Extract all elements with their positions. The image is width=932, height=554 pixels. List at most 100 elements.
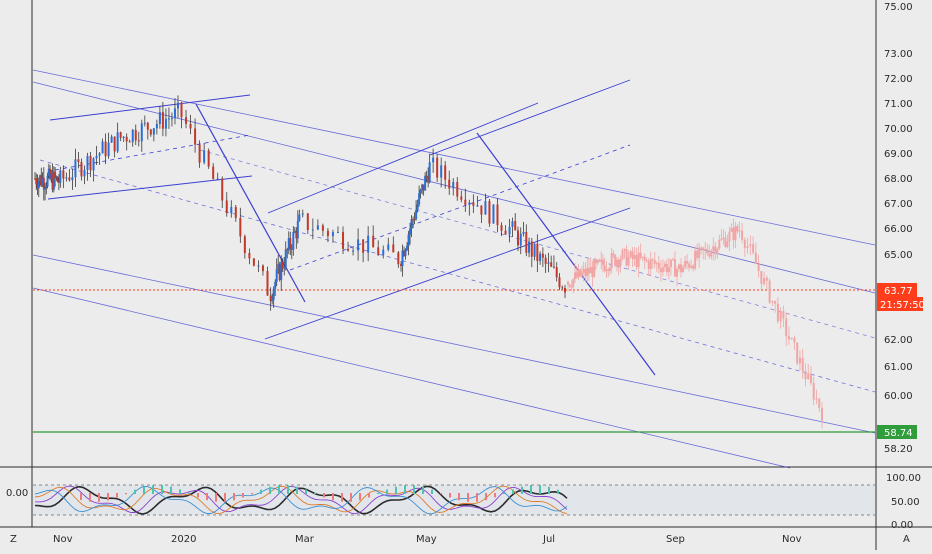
auto-scale-button[interactable]: A <box>903 534 910 545</box>
oscillator-histogram-bar <box>278 485 280 494</box>
oscillator-histogram-bar <box>269 486 271 494</box>
candle-body <box>522 231 525 234</box>
projected-candle-body <box>702 247 705 251</box>
candle-body <box>561 287 564 289</box>
projected-candle-body <box>712 246 715 251</box>
candle-body <box>57 181 60 183</box>
oscillator-histogram-bar <box>242 493 244 498</box>
drop-line-jan[interactable] <box>195 103 306 303</box>
candle-body <box>80 162 83 177</box>
rising-channel-upper[interactable] <box>267 102 539 214</box>
candle-body <box>362 239 365 253</box>
candle-body <box>271 299 274 302</box>
oscillator-histogram-bar <box>386 489 388 494</box>
candle-body <box>51 173 54 190</box>
candle-body <box>306 213 309 231</box>
projected-candle-body <box>582 269 585 273</box>
rising-channel-lower[interactable] <box>264 207 631 340</box>
oscillator-histogram-bar <box>413 485 415 494</box>
projected-candle-body <box>728 231 731 242</box>
projected-candle-body <box>639 252 642 258</box>
price-axis[interactable]: 75.00 73.00 72.00 71.00 70.00 69.00 68.0… <box>884 2 913 455</box>
projected-candle-body <box>591 267 594 277</box>
projected-candle-body <box>768 280 771 303</box>
oscillator-histogram-bar <box>287 485 289 494</box>
candle-body <box>367 235 370 253</box>
oscillator-histogram-bar <box>233 493 235 501</box>
oscillator-histogram-bar <box>80 493 82 501</box>
candle-body <box>464 199 467 205</box>
projected-candle-body <box>600 259 603 262</box>
time-tick: Sep <box>666 534 685 545</box>
candle-body <box>42 177 45 190</box>
oscillator-line <box>34 485 568 515</box>
projected-candle-body <box>663 263 666 268</box>
candle-body <box>406 245 409 250</box>
projected-candle-body <box>573 272 576 279</box>
projected-candle-body <box>686 261 689 264</box>
projected-candle-body <box>682 267 685 273</box>
candle-body <box>404 249 407 256</box>
oscillator-histogram-bar <box>485 493 487 501</box>
candle-body <box>392 244 395 253</box>
candle-body <box>225 200 228 214</box>
oscillator-histogram-bar <box>197 493 199 498</box>
wedge-upper[interactable] <box>49 94 251 121</box>
time-axis[interactable]: Nov 2020 Mar May Jul Sep Nov <box>53 534 802 545</box>
projected-candle-body <box>684 261 687 268</box>
wedge-lower[interactable] <box>47 175 253 200</box>
oscillator-histogram-bar <box>530 485 532 494</box>
support-badge: 58.74 <box>877 425 917 439</box>
pitchfork-median-dashed[interactable] <box>39 159 876 393</box>
time-tick: Nov <box>782 534 802 545</box>
projected-candle-body <box>653 260 656 264</box>
oscillator-histogram-bar <box>188 492 190 494</box>
candle-body <box>295 231 298 239</box>
projected-candle-body <box>605 269 608 272</box>
candle-body <box>44 188 47 190</box>
oscillator-histogram-bar <box>305 489 307 494</box>
projected-candle-body <box>730 227 733 232</box>
projected-candle-body <box>760 271 763 284</box>
price-tick: 60.00 <box>884 391 913 402</box>
projected-candle-body <box>757 263 760 272</box>
projected-candle-body <box>667 267 670 273</box>
candle-body <box>34 178 36 180</box>
oscillator-histogram-bar <box>251 493 253 495</box>
price-tick: 65.00 <box>884 250 913 261</box>
projected-candle-body <box>812 382 815 400</box>
trendlines[interactable] <box>32 69 876 469</box>
projected-candle-body <box>732 227 735 241</box>
candle-body <box>281 261 284 269</box>
candle-body <box>134 129 137 141</box>
downtrend-channel-upper[interactable] <box>32 69 876 246</box>
candle-body <box>421 184 424 190</box>
candle-body <box>436 157 439 178</box>
oscillator-histogram-bar <box>116 493 118 498</box>
projected-candle-body <box>771 300 774 303</box>
projected-candle-body <box>821 407 823 421</box>
projected-candle-body <box>645 260 648 262</box>
candle-body <box>35 178 38 185</box>
candle-body <box>277 264 280 270</box>
timezone-button[interactable]: Z <box>10 534 17 545</box>
oscillator-histogram-bar <box>161 485 163 494</box>
oscillator-histogram-bar <box>350 493 352 502</box>
oscillator-histogram-bar <box>548 486 550 494</box>
candle-body <box>54 171 57 179</box>
candle-body <box>62 170 65 179</box>
candle-body <box>207 150 210 167</box>
projected-candle-body <box>724 237 727 247</box>
candle-body <box>155 123 158 129</box>
rising-channel-top[interactable] <box>429 79 631 156</box>
downtrend-channel-lower[interactable] <box>32 254 876 434</box>
downtrend-channel-bottom[interactable] <box>32 287 791 469</box>
candle-body <box>555 267 558 278</box>
candle-body <box>243 236 246 254</box>
candle-body <box>107 142 110 157</box>
drop-line-may[interactable] <box>476 132 656 376</box>
projected-candle-body <box>593 260 596 277</box>
projected-candle-body <box>785 318 788 337</box>
price-pane[interactable] <box>33 0 875 466</box>
